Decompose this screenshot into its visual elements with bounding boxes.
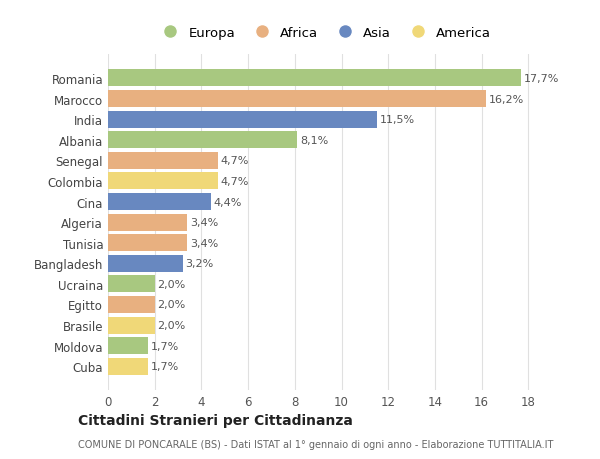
Bar xyxy=(108,317,155,334)
Text: 3,4%: 3,4% xyxy=(190,238,218,248)
Text: Cittadini Stranieri per Cittadinanza: Cittadini Stranieri per Cittadinanza xyxy=(78,414,353,428)
Text: COMUNE DI PONCARALE (BS) - Dati ISTAT al 1° gennaio di ogni anno - Elaborazione : COMUNE DI PONCARALE (BS) - Dati ISTAT al… xyxy=(78,440,553,449)
Legend: Europa, Africa, Asia, America: Europa, Africa, Asia, America xyxy=(152,22,496,45)
Bar xyxy=(108,235,187,252)
Bar xyxy=(108,214,187,231)
Bar xyxy=(108,152,218,169)
Bar xyxy=(108,132,297,149)
Text: 2,0%: 2,0% xyxy=(158,279,186,289)
Bar xyxy=(108,358,148,375)
Text: 4,7%: 4,7% xyxy=(221,177,249,186)
Text: 1,7%: 1,7% xyxy=(151,362,179,371)
Text: 11,5%: 11,5% xyxy=(379,115,415,125)
Text: 16,2%: 16,2% xyxy=(489,94,524,104)
Bar xyxy=(108,173,218,190)
Bar xyxy=(108,91,486,108)
Bar xyxy=(108,276,155,293)
Text: 4,7%: 4,7% xyxy=(221,156,249,166)
Text: 3,2%: 3,2% xyxy=(185,259,214,269)
Text: 3,4%: 3,4% xyxy=(190,218,218,228)
Bar xyxy=(108,112,377,128)
Bar xyxy=(108,255,183,272)
Text: 8,1%: 8,1% xyxy=(300,135,328,146)
Bar xyxy=(108,194,211,211)
Text: 2,0%: 2,0% xyxy=(158,320,186,330)
Text: 17,7%: 17,7% xyxy=(524,74,559,84)
Text: 4,4%: 4,4% xyxy=(214,197,242,207)
Text: 1,7%: 1,7% xyxy=(151,341,179,351)
Text: 2,0%: 2,0% xyxy=(158,300,186,310)
Bar xyxy=(108,297,155,313)
Bar xyxy=(108,337,148,354)
Bar xyxy=(108,70,521,87)
